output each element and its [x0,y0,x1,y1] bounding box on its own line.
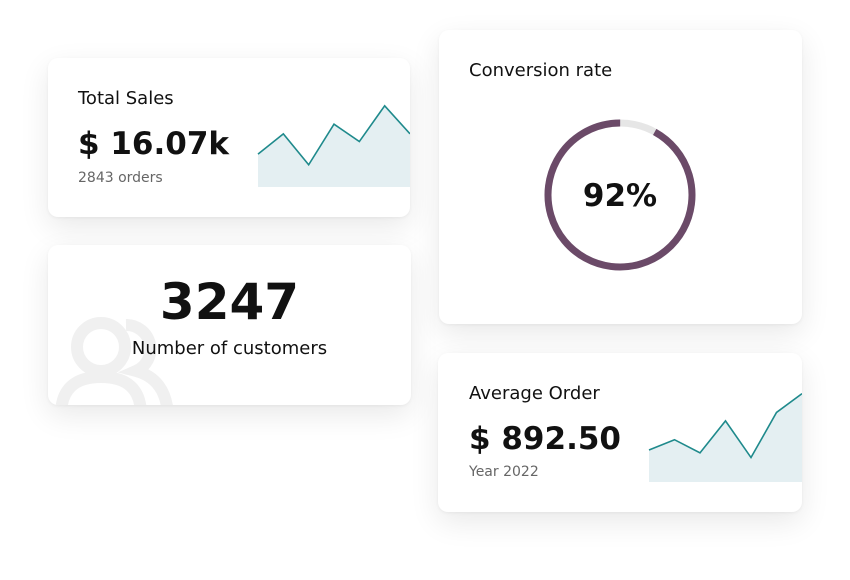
sparkline-area [258,105,410,187]
sparkline [257,104,410,187]
customers-value: 3247 [159,273,300,331]
card-title: Conversion rate [469,60,613,81]
card-title: Total Sales [78,88,174,109]
sparkline-area [649,393,802,482]
customers-icon [55,317,173,405]
donut-arc [544,119,696,271]
average-order-card: Average Order $ 892.50 Year 2022 [438,353,802,512]
card-subtitle: 2843 orders [78,170,163,186]
card-title: Average Order [469,383,600,404]
donut-label: 92% [583,178,657,214]
sparkline-line [257,104,410,167]
total-sales-card: Total Sales $ 16.07k 2843 orders [48,58,410,217]
sparkline [648,392,802,482]
donut: 92% [544,119,696,271]
customers-card: 3247 Number of customers [48,245,411,405]
card-value: $ 16.07k [78,126,230,162]
conversion-card: Conversion rate 92% [439,30,802,324]
card-subtitle: Year 2022 [469,464,539,480]
customers-label: Number of customers [131,338,328,359]
card-value: $ 892.50 [469,421,621,457]
sparkline-line [648,392,802,460]
